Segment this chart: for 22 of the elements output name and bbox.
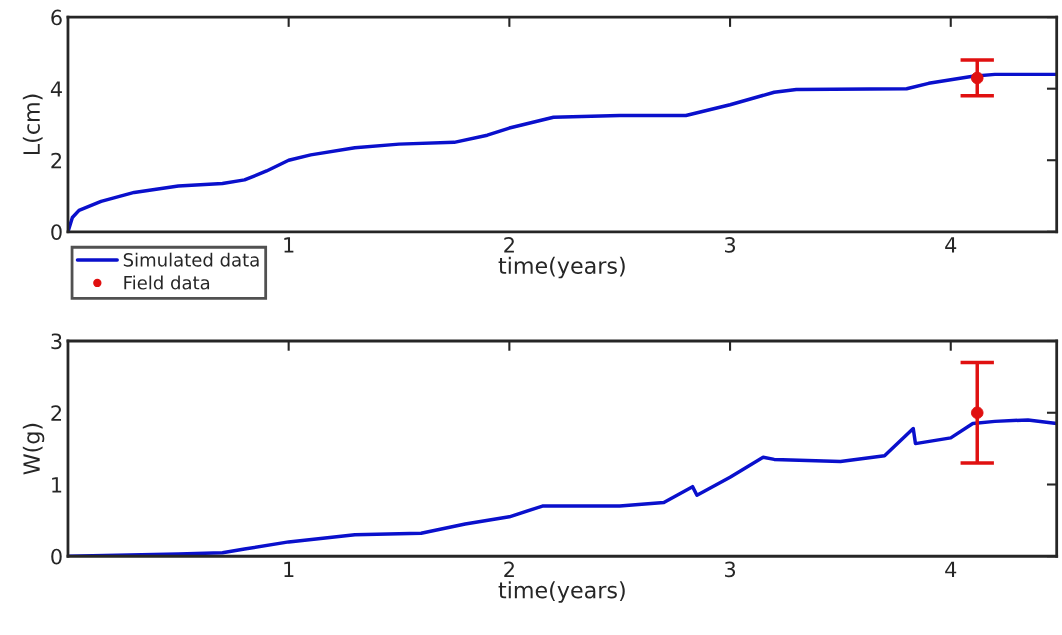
y-tick-label: 0 — [51, 548, 62, 565]
x-tick-label: 3 — [725, 561, 736, 578]
x-tick-label: 4 — [945, 237, 957, 253]
x-tick-label: 2 — [504, 561, 514, 577]
y-axis-title: W(g) — [22, 423, 45, 475]
x-axis-title: time(years) — [498, 256, 625, 279]
x-tick-label: 2 — [504, 237, 514, 253]
y-tick-label: 0 — [51, 224, 62, 240]
x-tick-label: 1 — [284, 561, 294, 577]
y-axis-title: L(cm) — [22, 94, 43, 155]
legend-label: Field data — [124, 275, 210, 290]
y-tick-label: 4 — [50, 81, 62, 97]
legend-label: Simulated data — [123, 252, 259, 267]
y-tick-label: 3 — [51, 333, 62, 350]
y-tick-label: 6 — [51, 9, 62, 26]
x-axis-title: time(years) — [498, 581, 625, 603]
x-tick-label: 4 — [945, 561, 957, 577]
x-tick-label: 1 — [284, 237, 294, 253]
x-tick-label: 3 — [725, 237, 736, 253]
y-tick-label: 1 — [52, 477, 62, 493]
y-tick-label: 2 — [51, 152, 62, 169]
y-tick-label: 2 — [51, 405, 62, 421]
